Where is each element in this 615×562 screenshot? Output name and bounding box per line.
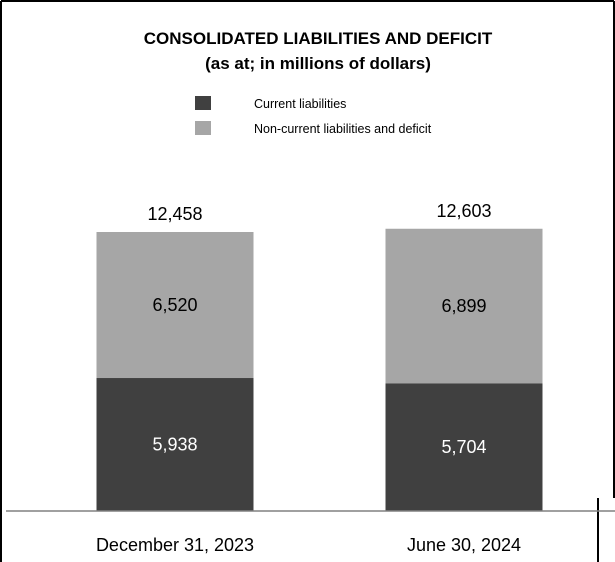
bar-segment-non-current-liabilities-and-deficit-june-30-2024 xyxy=(385,228,543,384)
bar-segment-current-liabilities-june-30-2024 xyxy=(385,383,543,511)
chart-title: CONSOLIDATED LIABILITIES AND DEFICIT xyxy=(144,29,493,48)
legend-swatch-current-liabilities xyxy=(195,96,211,110)
legend-label-non-current-liabilities: Non-current liabilities and deficit xyxy=(254,122,432,136)
category-label-june-30-2024: June 30, 2024 xyxy=(407,535,521,555)
data-label-current-liabilities-june-30-2024: 5,704 xyxy=(441,437,486,457)
data-label-non-current-liabilities-and-deficit-june-30-2024: 6,899 xyxy=(441,296,486,316)
legend-label-current-liabilities: Current liabilities xyxy=(254,97,346,111)
total-label-december-31-2023: 12,458 xyxy=(147,204,202,224)
chart-subtitle: (as at; in millions of dollars) xyxy=(205,54,431,73)
category-label-december-31-2023: December 31, 2023 xyxy=(96,535,254,555)
legend: Current liabilities Non-current liabilit… xyxy=(195,96,432,136)
bar-segment-non-current-liabilities-and-deficit-december-31-2023 xyxy=(96,232,254,379)
bars-group xyxy=(96,228,543,511)
total-label-june-30-2024: 12,603 xyxy=(436,201,491,221)
data-label-non-current-liabilities-and-deficit-december-31-2023: 6,520 xyxy=(152,295,197,315)
data-label-current-liabilities-december-31-2023: 5,938 xyxy=(152,435,197,455)
labels-group: 5,938 6,520 12,458 December 31, 2023 5,704 6,… xyxy=(96,201,521,555)
legend-swatch-non-current-liabilities xyxy=(195,121,211,135)
bar-segment-current-liabilities-december-31-2023 xyxy=(96,378,254,511)
